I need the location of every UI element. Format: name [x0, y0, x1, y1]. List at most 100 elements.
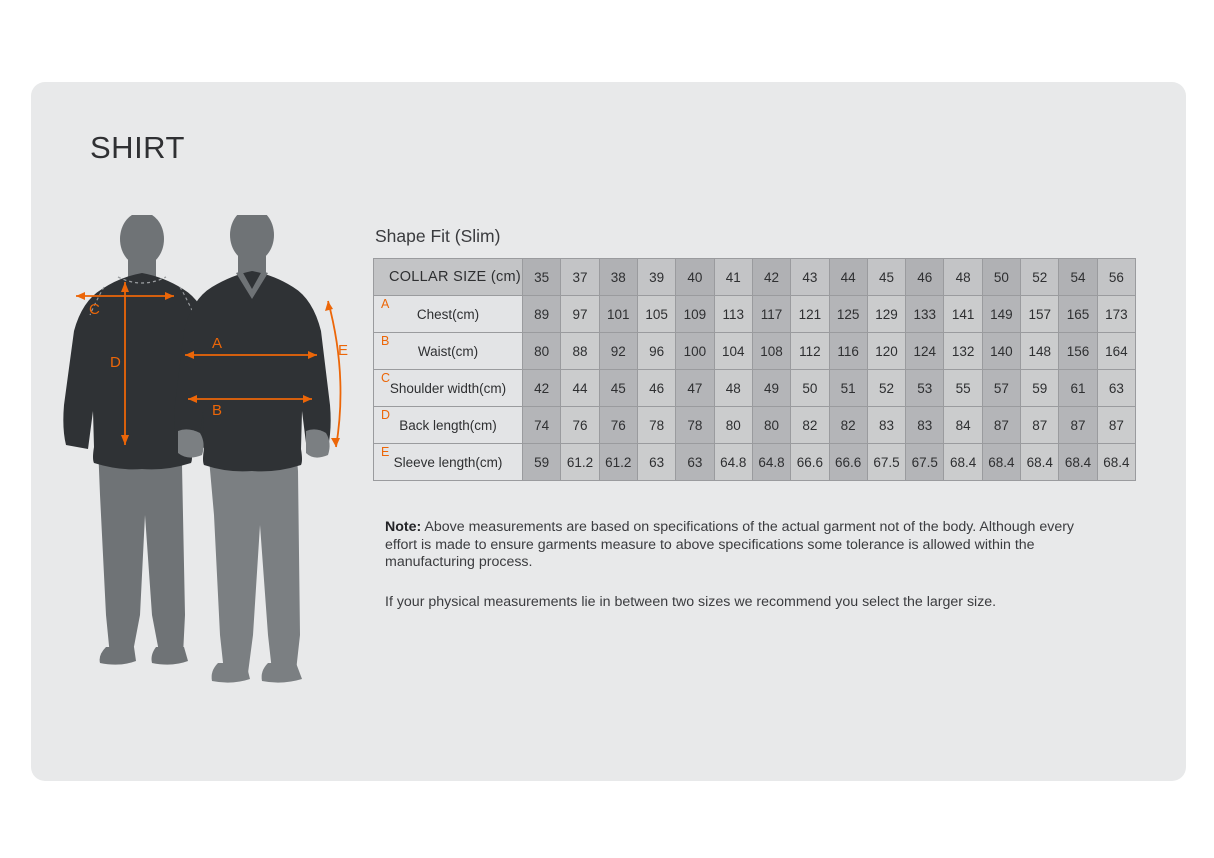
- note-paragraph-2: If your physical measurements lie in bet…: [385, 593, 997, 610]
- row-letter-a: A: [381, 297, 390, 311]
- cell-waist-54: 156: [1059, 333, 1097, 369]
- cell-chest-46: 133: [906, 296, 944, 332]
- row-label-sleeve-length: E Sleeve length(cm): [374, 444, 522, 480]
- table-row: C Shoulder width(cm) 42 44 45 46 47 48 4…: [374, 370, 1135, 406]
- cell-waist-42: 108: [752, 333, 791, 369]
- cell-waist-39: 96: [637, 333, 676, 369]
- note-text-1: Above measurements are based on specific…: [385, 519, 1075, 570]
- cell-chest-54: 165: [1059, 296, 1097, 332]
- back-head: [120, 212, 164, 266]
- table-row: D Back length(cm) 74 76 76 78 78 80 80 8…: [374, 407, 1135, 443]
- front-trousers: [208, 447, 300, 673]
- cell-chest-38: 101: [599, 296, 637, 332]
- cell-chest-45: 129: [867, 296, 906, 332]
- cell-waist-56: 164: [1097, 333, 1135, 369]
- table-row: B Waist(cm) 80 88 92 96 100 104 108 112 …: [374, 333, 1135, 369]
- row-label-waist: B Waist(cm): [374, 333, 522, 369]
- row-letter-c: C: [381, 371, 391, 385]
- size-header-48: 48: [944, 259, 982, 295]
- collar-size-header: COLLAR SIZE (cm): [374, 259, 522, 295]
- cell-chest-50: 149: [982, 296, 1021, 332]
- size-header-52: 52: [1021, 259, 1059, 295]
- cell-waist-38: 92: [599, 333, 637, 369]
- cell-backlength-45: 83: [867, 407, 906, 443]
- cell-chest-35: 89: [523, 296, 561, 332]
- measurement-arrow-a: [185, 351, 317, 359]
- back-right-shoe: [151, 647, 188, 665]
- cell-shoulder-50: 57: [982, 370, 1021, 406]
- front-right-shoe: [261, 663, 302, 683]
- cell-chest-56: 173: [1097, 296, 1135, 332]
- cell-chest-40: 109: [676, 296, 714, 332]
- cell-chest-42: 117: [752, 296, 791, 332]
- cell-shoulder-39: 46: [637, 370, 676, 406]
- cell-sleeve-40: 63: [676, 444, 714, 480]
- cell-shoulder-46: 53: [906, 370, 944, 406]
- front-left-shoe: [211, 663, 250, 683]
- front-shirt: [174, 271, 331, 472]
- cell-backlength-39: 78: [637, 407, 676, 443]
- cell-shoulder-44: 51: [829, 370, 867, 406]
- size-header-44: 44: [829, 259, 867, 295]
- measurement-arrow-d: [121, 282, 129, 445]
- cell-waist-43: 112: [791, 333, 829, 369]
- cell-waist-37: 88: [561, 333, 599, 369]
- row-name-shoulder-width: Shoulder width(cm): [389, 380, 507, 396]
- cell-backlength-38: 76: [599, 407, 637, 443]
- cell-shoulder-37: 44: [561, 370, 599, 406]
- row-letter-e: E: [381, 445, 390, 459]
- size-header-39: 39: [637, 259, 676, 295]
- size-header-46: 46: [906, 259, 944, 295]
- cell-sleeve-43: 66.6: [791, 444, 829, 480]
- cell-sleeve-52: 68.4: [1021, 444, 1059, 480]
- cell-backlength-35: 74: [523, 407, 561, 443]
- cell-backlength-50: 87: [982, 407, 1021, 443]
- cell-sleeve-45: 67.5: [867, 444, 906, 480]
- row-name-waist: Waist(cm): [417, 343, 479, 359]
- front-right-hand: [306, 429, 330, 458]
- cell-shoulder-54: 61: [1059, 370, 1097, 406]
- row-name-chest: Chest(cm): [416, 306, 480, 322]
- cell-chest-44: 125: [829, 296, 867, 332]
- cell-shoulder-52: 59: [1021, 370, 1059, 406]
- table-row: E Sleeve length(cm) 59 61.2 61.2 63 63 6…: [374, 444, 1135, 480]
- size-table-area: Shape Fit (Slim) COLLAR SIZE (cm) 35 37 …: [373, 226, 1136, 481]
- cell-waist-44: 116: [829, 333, 867, 369]
- row-label-back-length: D Back length(cm): [374, 407, 522, 443]
- table-header-row: COLLAR SIZE (cm) 35 37 38 39 40 41 42 43…: [374, 259, 1135, 295]
- size-header-35: 35: [523, 259, 561, 295]
- cell-waist-35: 80: [523, 333, 561, 369]
- illustration-svg: C D: [63, 208, 348, 683]
- cell-shoulder-41: 48: [714, 370, 752, 406]
- cell-shoulder-42: 49: [752, 370, 791, 406]
- measurement-arrow-b: [188, 395, 312, 403]
- cell-sleeve-42: 64.8: [752, 444, 791, 480]
- marker-label-e: E: [338, 342, 348, 359]
- cell-backlength-54: 87: [1059, 407, 1097, 443]
- garment-illustration: C D: [60, 208, 350, 690]
- cell-waist-45: 120: [867, 333, 906, 369]
- size-header-37: 37: [561, 259, 599, 295]
- marker-label-a: A: [212, 335, 222, 352]
- cell-backlength-40: 78: [676, 407, 714, 443]
- cell-shoulder-45: 52: [867, 370, 906, 406]
- measurement-arrow-e: [325, 300, 342, 448]
- size-header-42: 42: [752, 259, 791, 295]
- page-title: SHIRT: [90, 130, 185, 165]
- cell-sleeve-39: 63: [637, 444, 676, 480]
- cell-waist-40: 100: [676, 333, 714, 369]
- size-header-56: 56: [1097, 259, 1135, 295]
- cell-backlength-37: 76: [561, 407, 599, 443]
- size-header-45: 45: [867, 259, 906, 295]
- front-collar: [236, 271, 268, 299]
- cell-sleeve-50: 68.4: [982, 444, 1021, 480]
- cell-sleeve-44: 66.6: [829, 444, 867, 480]
- cell-backlength-52: 87: [1021, 407, 1059, 443]
- cell-sleeve-37: 61.2: [561, 444, 599, 480]
- back-trousers: [98, 445, 185, 657]
- back-right-shoulder-seam: [179, 286, 195, 316]
- cell-sleeve-38: 61.2: [599, 444, 637, 480]
- cell-waist-50: 140: [982, 333, 1021, 369]
- cell-sleeve-35: 59: [523, 444, 561, 480]
